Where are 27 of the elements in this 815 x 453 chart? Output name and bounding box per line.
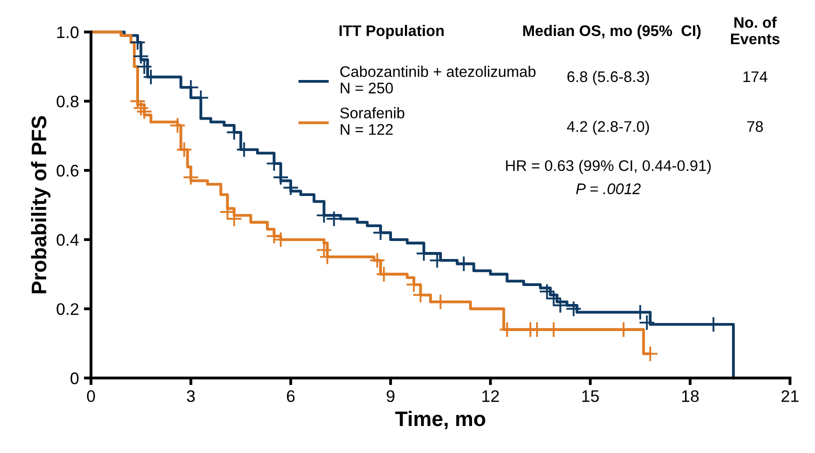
annotation: 78 (747, 121, 763, 132)
x-axis-title: Time, mo (395, 410, 486, 430)
annotation: 174 (743, 71, 768, 82)
x-tick-label: 21 (782, 390, 798, 402)
y-axis-title: Probability of PFS (31, 116, 50, 294)
y-tick-label: 0.8 (56, 96, 78, 108)
x-tick-label: 18 (682, 390, 699, 402)
annotation: ITT Population (340, 24, 444, 40)
legend-label: Sorafenib N = 122 (340, 107, 404, 135)
x-tick-label: 12 (482, 390, 499, 402)
y-tick-label: 1.0 (57, 26, 79, 38)
annotation: No. of Events (731, 16, 780, 44)
x-tick-label: 3 (186, 390, 195, 402)
x-tick-label: 9 (386, 390, 394, 402)
y-tick-label: 0 (70, 372, 79, 384)
x-tick-label: 6 (286, 390, 295, 402)
x-tick-label: 15 (582, 390, 599, 402)
annotation: HR = 0.63 (99% CI, 0.44-0.91) (506, 160, 711, 174)
annotation: Median OS, mo (95% CI) (523, 24, 701, 40)
legend-label: Cabozantinib + atezolizumab N = 250 (340, 66, 536, 94)
y-tick-label: 0.2 (56, 303, 78, 316)
annotation: P = .0012 (576, 183, 641, 194)
annotation: 4.2 (2.8-7.0) (567, 120, 649, 135)
y-tick-label: 0.6 (56, 164, 78, 177)
x-tick-label: 0 (87, 390, 95, 402)
y-tick-label: 0.4 (56, 234, 79, 246)
annotation: 6.8 (5.6-8.3) (567, 70, 649, 86)
